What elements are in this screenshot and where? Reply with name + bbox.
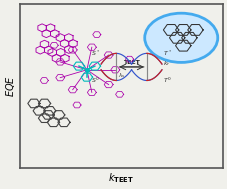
Text: $T^0$: $T^0$ [163,76,172,85]
Text: $k_r$: $k_r$ [163,59,171,68]
Text: $S^0$: $S^0$ [91,76,100,85]
Ellipse shape [145,13,218,62]
X-axis label: $\mathit{k}_\mathregular{TEET}$: $\mathit{k}_\mathregular{TEET}$ [108,171,135,185]
Y-axis label: $\mathit{EQE}$: $\mathit{EQE}$ [4,75,17,97]
Text: TEET: TEET [123,60,140,65]
Text: $S^*$: $S^*$ [91,49,100,58]
Text: $\lambda_s$: $\lambda_s$ [118,71,126,80]
Text: $T^*$: $T^*$ [163,49,172,58]
